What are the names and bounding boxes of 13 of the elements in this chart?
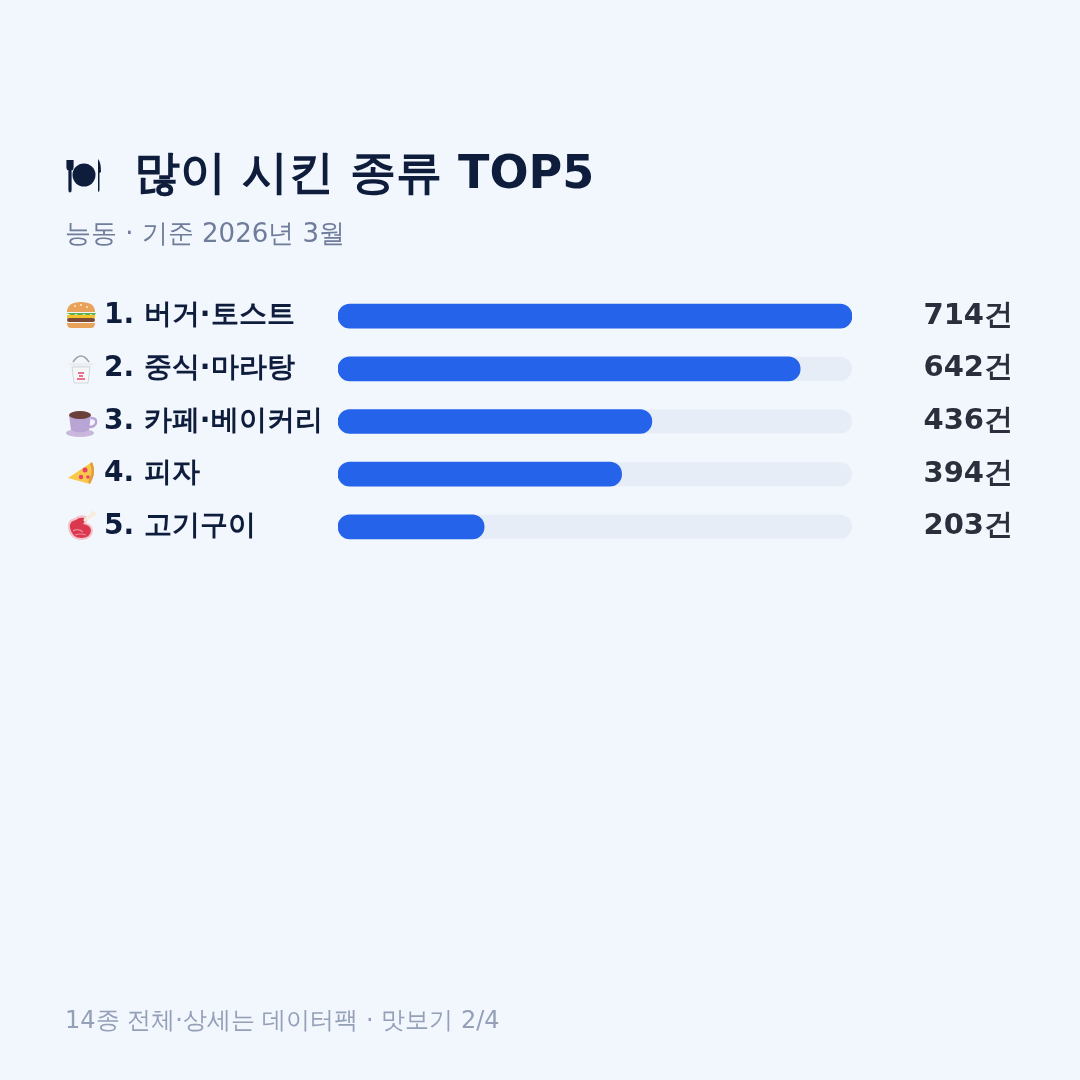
data-label: 642건 bbox=[923, 349, 1013, 384]
y-tick-label: 4. 피자 bbox=[104, 455, 200, 489]
chart-title: 많이 시킨 종류 TOP5 bbox=[134, 144, 595, 201]
y-tick-label: 3. 카페·베이커리 bbox=[104, 402, 323, 436]
y-tick-label: 2. 중식·마라탕 bbox=[104, 350, 295, 384]
data-label: 203건 bbox=[923, 507, 1013, 542]
text: 14종 전체·상세는 데이터팩 · 맛보기 2/4 bbox=[65, 1005, 500, 1036]
y-tick-label: 1. 버거·토스트 bbox=[104, 297, 295, 331]
y-tick-label: 5. 고기구이 bbox=[104, 508, 256, 542]
data-label: 436건 bbox=[923, 402, 1013, 437]
data-label: 394건 bbox=[923, 454, 1013, 489]
chart-subtitle: 능동 · 기준 2026년 3월 bbox=[65, 217, 346, 250]
data-label: 714건 bbox=[923, 296, 1013, 331]
